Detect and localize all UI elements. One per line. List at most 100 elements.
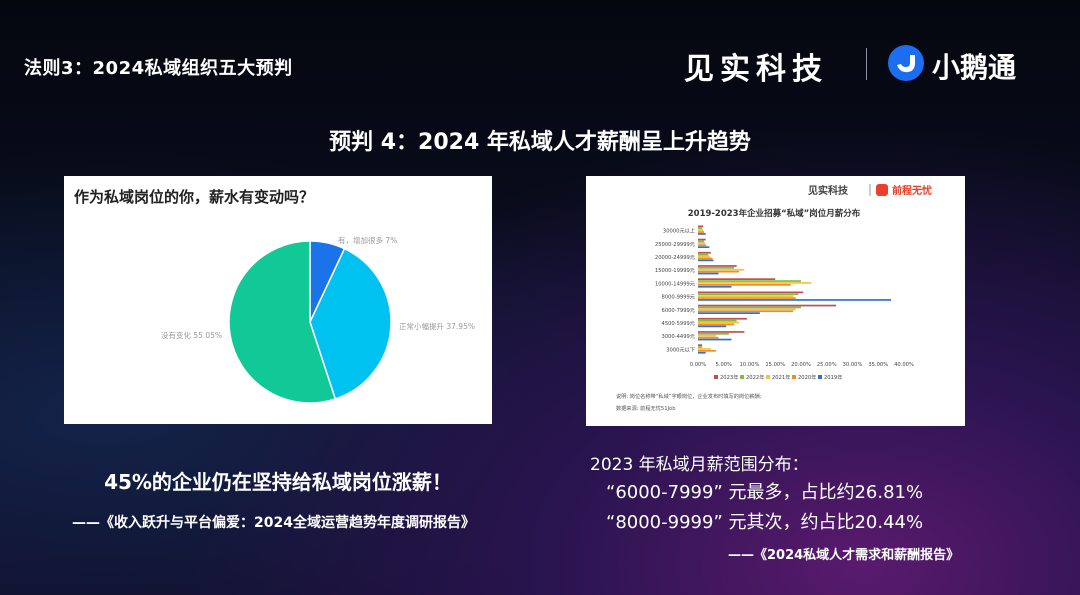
bar (698, 270, 740, 273)
legend-swatch (818, 375, 822, 379)
xiaoetong-logo-icon (888, 45, 924, 81)
bar (698, 282, 812, 284)
bar (698, 229, 704, 231)
bar (698, 304, 837, 307)
bar (698, 278, 776, 280)
bar (698, 227, 703, 230)
brand-separator (866, 48, 867, 80)
left-caption: 45%的企业仍在坚持给私域岗位涨薪！ (104, 470, 452, 494)
legend-swatch (766, 375, 770, 379)
chart-note: 说明: 岗位名称带“私域”字眼岗位，企业发布时填写的岗位薪酬; (616, 392, 762, 400)
bar (698, 319, 737, 322)
bar (698, 265, 737, 267)
x-tick-label: 10.00% (740, 362, 760, 368)
brand-logo-jianshi: 见实科技 (684, 52, 828, 87)
y-tick-label: 20000-24999元 (655, 254, 695, 261)
bar (698, 351, 706, 354)
bar (698, 299, 892, 301)
bar (698, 244, 707, 247)
y-tick-label: 25000-29999元 (655, 241, 695, 248)
bar (698, 240, 705, 243)
pie-chart-card: 作为私域岗位的你，薪水有变动吗？ 有，增加很多 7% 正常小幅提升 37.95% 没… (64, 176, 492, 424)
pie-slice (309, 247, 392, 400)
bar (698, 272, 719, 275)
bar (698, 255, 710, 258)
x-tick-label: 40.00% (894, 362, 914, 368)
bar (698, 317, 747, 320)
right-caption-line2: “6000-7999” 元最多，占比约26.81% (606, 482, 924, 503)
bar (698, 284, 791, 286)
legend-label: 2019年 (824, 373, 842, 381)
bar (698, 310, 794, 313)
pie-slice (228, 240, 337, 404)
y-tick-label: 8000-9999元 (662, 294, 695, 301)
legend-label: 2022年 (746, 373, 764, 381)
bar (698, 225, 704, 228)
headline: 预判 4：2024 年私域人才薪酬呈上升趋势 (329, 130, 751, 155)
x-tick-label: 25.00% (817, 362, 837, 368)
qianchengwuyou-logo-icon (876, 184, 888, 196)
legend-swatch (714, 375, 718, 379)
legend-swatch (740, 375, 744, 379)
pie-slice-label: 有，增加很多 7% (338, 235, 397, 245)
bar (698, 321, 740, 324)
x-tick-label: 0.00% (690, 362, 707, 368)
y-tick-label: 4500-5999元 (662, 320, 695, 327)
y-tick-label: 10000-14999元 (655, 280, 695, 287)
bar (698, 259, 714, 262)
bar (698, 233, 706, 235)
bar (698, 306, 801, 309)
chart-note: 数据来源: 前程无忧51Job (616, 404, 676, 412)
right-caption-line1: 2023 年私域月薪范围分布： (590, 455, 809, 475)
y-tick-label: 30000元以上 (663, 227, 695, 235)
legend-swatch (792, 375, 796, 379)
x-tick-label: 35.00% (868, 362, 888, 368)
bar-chart-title: 2019-2023年企业招募“私域”岗位月薪分布 (688, 208, 861, 219)
bar (698, 280, 801, 282)
bar (698, 238, 706, 241)
x-tick-label: 20.00% (791, 362, 811, 368)
x-tick-label: 5.00% (716, 362, 733, 368)
legend-label: 2020年 (798, 373, 816, 381)
bar (698, 338, 732, 341)
bar (698, 251, 711, 254)
bar (698, 231, 705, 233)
bar (698, 323, 735, 326)
pie-chart: 有，增加很多 7% 正常小幅提升 37.95% 没有变化 55.05% (161, 235, 475, 404)
section-title: 法则3：2024私域组织五大预判 (24, 58, 293, 79)
bar-chart-card: 见实科技 前程无忧 2019-2023年企业招募“私域”岗位月薪分布 30000… (586, 176, 965, 426)
legend-label: 2021年 (772, 373, 790, 381)
bar (698, 308, 796, 311)
right-source: ——《2024私域人才需求和薪酬报告》 (728, 548, 960, 563)
pie-slice-label: 没有变化 55.05% (161, 330, 222, 340)
bar (698, 297, 796, 299)
bar (698, 348, 711, 350)
bar-chart-brand-right: 前程无忧 (892, 184, 932, 197)
y-tick-label: 3000元以下 (666, 346, 695, 353)
pie-slice-label: 正常小幅提升 37.95% (399, 321, 475, 331)
bar-chart: 见实科技 前程无忧 2019-2023年企业招募“私域”岗位月薪分布 30000… (616, 184, 932, 412)
y-tick-label: 6000-7999元 (662, 307, 695, 314)
bar-chart-brand-left: 见实科技 (808, 184, 849, 197)
bar (698, 334, 717, 337)
bar (698, 333, 729, 335)
bar (698, 312, 760, 314)
legend-label: 2023年 (720, 373, 738, 381)
bar (698, 331, 745, 333)
bar (698, 293, 799, 296)
bar (698, 253, 709, 256)
bar (698, 350, 717, 352)
brand-logo-xiaoetong: 小鹅通 (932, 51, 1017, 84)
bar (698, 346, 703, 348)
bar (698, 268, 745, 271)
bar (698, 285, 732, 288)
left-source: ——《收入跃升与平台偏爱：2024全域运营趋势年度调研报告》 (72, 515, 475, 531)
bar (698, 246, 710, 248)
bar (698, 325, 727, 328)
y-tick-label: 15000-19999元 (655, 267, 695, 274)
bar (698, 291, 804, 294)
bar (698, 344, 703, 346)
bar (698, 267, 735, 269)
y-tick-label: 3000-4499元 (662, 333, 695, 340)
right-caption-line3: “8000-9999” 元其次，约占比20.44% (606, 512, 924, 533)
